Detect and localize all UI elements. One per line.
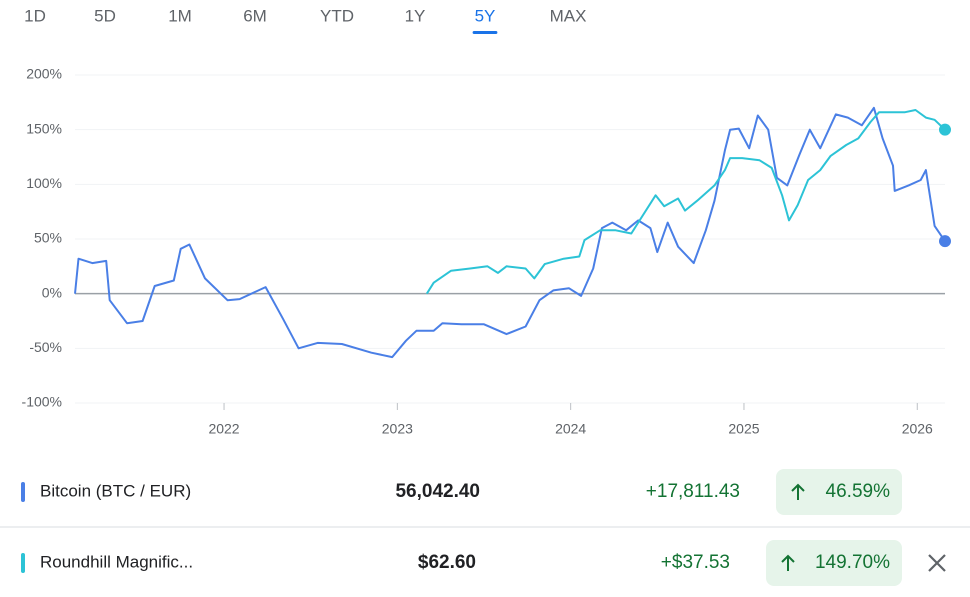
x-tick-label: 2025 [728,421,759,437]
range-tab[interactable]: YTD [320,6,354,25]
range-tab[interactable]: 1Y [405,6,426,25]
series-name: Roundhill Magnific... [40,552,193,571]
y-tick-label: 50% [34,230,62,246]
close-icon [928,554,946,572]
up-arrow [791,483,805,500]
legend-swatch [21,482,25,502]
change: +$37.53 [661,552,730,573]
series-line [425,109,946,295]
y-tick-label: 150% [26,120,62,136]
change-percent: 46.59% [826,481,891,502]
change-pill [766,540,902,586]
tab-underline [472,31,498,34]
price: $62.60 [418,552,476,573]
x-tick-label: 2022 [208,421,239,437]
x-tick-label: 2023 [382,421,413,437]
range-tab[interactable]: MAX [550,6,587,25]
compare-row[interactable]: Roundhill Magnific... $62.60 +$37.53 149.70… [21,540,902,586]
range-tab[interactable]: 1M [168,6,192,25]
end-dot [939,235,951,248]
change-pill [776,469,902,515]
compare-row[interactable]: Bitcoin (BTC / EUR) 56,042.40 +17,811.43 46… [21,469,902,515]
change: +17,811.43 [646,481,740,502]
y-tick-label: -100% [22,394,62,410]
price: 56,042.40 [395,481,480,502]
x-tick-label: 2026 [902,421,933,437]
y-tick-label: 0% [42,284,62,300]
range-tab[interactable]: 1D [24,6,46,25]
legend-swatch [21,553,25,573]
up-arrow [781,554,795,571]
y-tick-label: 100% [26,175,62,191]
series-line [74,106,946,359]
range-tab[interactable]: 6M [243,6,267,25]
change-percent: 149.70% [815,552,890,573]
range-tab[interactable]: 5D [94,6,116,25]
close-button[interactable] [928,554,946,572]
y-tick-label: -50% [29,339,62,355]
y-tick-label: 200% [26,66,62,82]
end-dot [939,123,951,136]
series-name: Bitcoin (BTC / EUR) [40,481,191,500]
x-tick-label: 2024 [555,421,586,437]
range-tab[interactable]: 5Y [475,6,496,25]
